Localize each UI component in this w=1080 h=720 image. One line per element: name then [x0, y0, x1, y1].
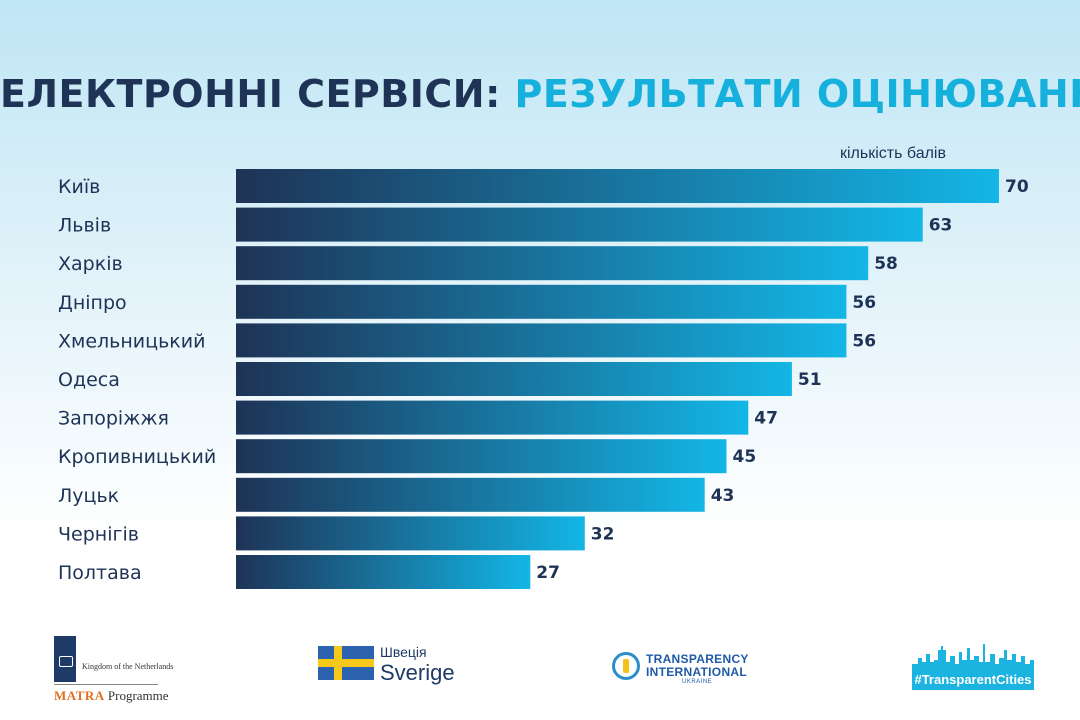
- category-label: Луцьк: [58, 485, 119, 507]
- value-label: 51: [798, 370, 822, 390]
- sweden-flag-icon: [318, 646, 374, 680]
- category-label: Львів: [58, 215, 111, 237]
- category-label: Дніпро: [58, 292, 127, 314]
- matra-word: MATRA: [54, 688, 105, 703]
- title-part-1: ЕЛЕКТРОННІ СЕРВІСИ:: [0, 72, 501, 116]
- category-label: Запоріжжя: [58, 408, 169, 430]
- value-label: 43: [711, 486, 735, 506]
- sweden-ua-text: Швеція: [380, 644, 427, 660]
- bar: [236, 362, 792, 396]
- category-label: Полтава: [58, 562, 142, 584]
- city-skyline-icon: [912, 644, 1034, 672]
- bar: [236, 555, 531, 589]
- bar: [236, 169, 999, 203]
- value-label: 27: [536, 563, 560, 583]
- matra-programme-text: MATRA Programme: [54, 688, 169, 704]
- bar: [236, 477, 705, 512]
- bar: [236, 439, 727, 474]
- ti-emblem-icon: [612, 652, 640, 680]
- netherlands-kingdom-text: Kingdom of the Netherlands: [82, 662, 174, 671]
- bars-group: Київ 70 Львів 63 Харків 58 Дніпро 56 Хмельницьки…: [58, 169, 1029, 589]
- bar: [236, 284, 847, 319]
- category-label: Харків: [58, 253, 123, 275]
- value-label: 56: [852, 331, 876, 351]
- value-label: 63: [929, 216, 953, 236]
- programme-word: Programme: [107, 688, 169, 703]
- category-label: Одеса: [58, 369, 120, 391]
- sweden-logo: Швеція Sverige: [318, 644, 468, 694]
- value-label: 70: [1005, 177, 1029, 197]
- chart-title: ЕЛЕКТРОННІ СЕРВІСИ: РЕЗУЛЬТАТИ ОЦІНЮВАНН…: [0, 72, 1080, 116]
- ti-line-2: INTERNATIONAL: [646, 665, 748, 679]
- value-label: 47: [754, 409, 778, 429]
- netherlands-crest-icon: [54, 636, 76, 682]
- sponsor-logos: Kingdom of the Netherlands MATRA Program…: [0, 632, 1080, 712]
- value-label: 56: [852, 293, 876, 313]
- value-label: 45: [733, 447, 757, 467]
- bar: [236, 207, 923, 242]
- unit-label: кількість балів: [840, 145, 946, 162]
- value-label: 32: [591, 524, 615, 544]
- bar: [236, 516, 585, 551]
- ti-line-1: TRANSPARENCY: [646, 652, 749, 666]
- category-label: Київ: [58, 176, 100, 198]
- category-label: Кропивницький: [58, 446, 216, 468]
- bar-chart: Київ 70 Львів 63 Харків 58 Дніпро 56 Хмельницьки…: [58, 169, 1029, 589]
- transparent-cities-hashtag: #TransparentCities: [912, 670, 1034, 690]
- sweden-sv-text: Sverige: [380, 660, 455, 685]
- transparent-cities-logo: #TransparentCities: [912, 642, 1034, 690]
- netherlands-matra-logo: Kingdom of the Netherlands MATRA Program…: [54, 636, 173, 706]
- bar: [236, 323, 847, 358]
- category-label: Чернігів: [58, 523, 139, 545]
- value-label: 58: [874, 254, 898, 274]
- ti-line-3: UKRAINE: [682, 679, 713, 685]
- title-part-2: РЕЗУЛЬТАТИ ОЦІНЮВАННЯ: [514, 72, 1080, 116]
- bar: [236, 246, 869, 281]
- transparency-international-logo: TRANSPARENCY INTERNATIONAL UKRAINE: [612, 652, 762, 702]
- category-label: Хмельницький: [58, 330, 205, 352]
- logo-divider: [54, 684, 158, 685]
- bar: [236, 400, 749, 435]
